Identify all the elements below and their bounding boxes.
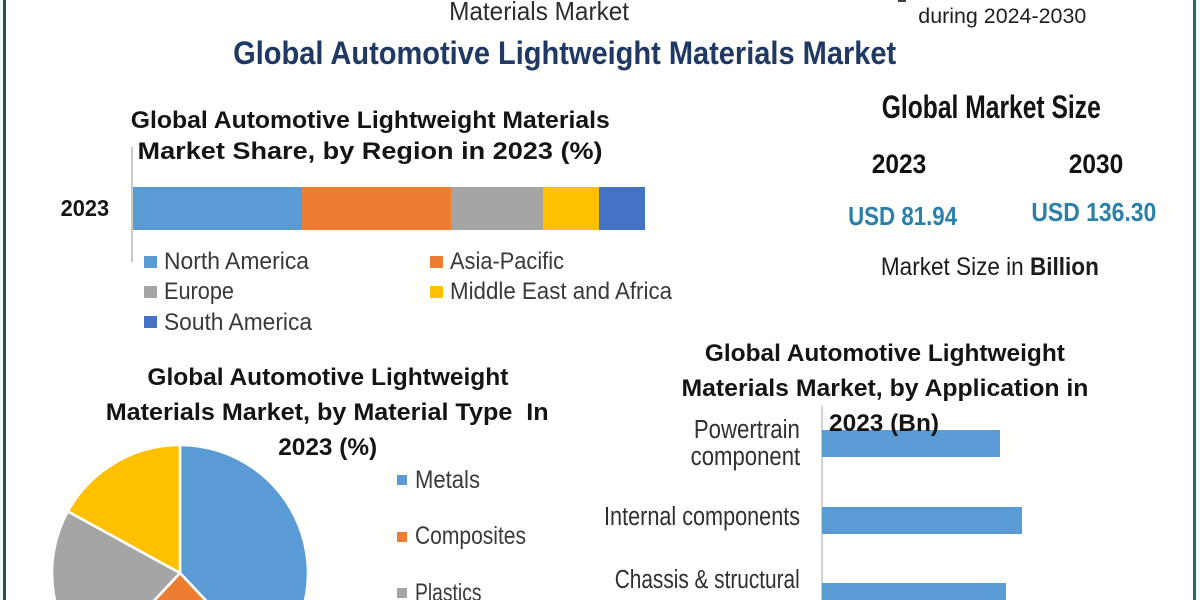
frame-left-border xyxy=(2,0,6,600)
legend-swatch xyxy=(396,588,407,598)
pie-slice xyxy=(178,443,310,600)
application-category-label: Powertrain component xyxy=(690,415,800,472)
legend-item: Asia-Pacific xyxy=(430,249,688,274)
region-chart-legend: North America Asia-Pacific Europe Middle Ea… xyxy=(144,249,688,335)
material-pie xyxy=(50,443,310,600)
legend-swatch xyxy=(396,531,407,542)
region-bar-segment xyxy=(599,187,646,230)
legend-swatch xyxy=(144,316,157,329)
legend-label: North America xyxy=(163,248,309,276)
market-size-value-2023: USD 81.94 xyxy=(848,201,958,232)
material-chart-title: Global Automotive Lightweight Materials M… xyxy=(106,364,549,462)
region-bar-segment xyxy=(132,187,302,230)
region-bar-segment xyxy=(450,187,543,230)
legend-item: Metals xyxy=(396,465,547,494)
region-axis-label-2023: 2023 xyxy=(60,194,109,221)
market-size-year-2023: 2023 xyxy=(872,149,927,180)
legend-item: Plastics xyxy=(396,578,547,600)
region-bar-segment xyxy=(542,187,600,230)
application-category-label: Internal components xyxy=(603,502,800,531)
market-size-year-2030: 2030 xyxy=(1068,149,1124,180)
frame-left-halo xyxy=(0,0,3,600)
legend-item: North America xyxy=(144,249,430,274)
cropped-text-remnant xyxy=(898,0,906,2)
application-chart-axis xyxy=(821,406,823,600)
pie-slice xyxy=(152,571,208,600)
legend-label: South America xyxy=(163,308,312,336)
legend-swatch xyxy=(396,475,407,485)
application-bar xyxy=(822,429,1000,457)
legend-swatch xyxy=(144,285,157,298)
application-bar xyxy=(822,506,1022,534)
legend-item: Europe xyxy=(144,279,430,304)
legend-label: Metals xyxy=(414,465,480,494)
legend-label: Asia-Pacific xyxy=(449,248,564,276)
frame-right-halo xyxy=(1195,0,1200,600)
application-category-label: Chassis & structural xyxy=(614,566,800,594)
market-size-footnote: Market Size in Billion xyxy=(880,253,1099,281)
legend-item: Composites xyxy=(396,522,547,550)
pie-slice xyxy=(66,443,182,575)
legend-swatch xyxy=(430,255,443,268)
legend-label: Plastics xyxy=(414,578,482,600)
market-size-title: Global Market Size xyxy=(881,89,1101,125)
page-title: Global Automotive Lightweight Materials … xyxy=(233,35,897,71)
region-chart-title: Global Automotive Lightweight Materials M… xyxy=(130,107,611,166)
legend-label: Composites xyxy=(414,522,526,550)
legend-label: Europe xyxy=(163,278,234,306)
market-size-value-2030: USD 136.30 xyxy=(1031,197,1156,228)
legend-label: Middle East and Africa xyxy=(449,278,672,306)
application-chart-title: Global Automotive Lightweight Materials M… xyxy=(681,340,1088,438)
region-bar-segment xyxy=(301,187,451,230)
legend-swatch xyxy=(144,255,157,268)
legend-swatch xyxy=(430,285,443,298)
region-stacked-bar xyxy=(132,187,646,230)
application-bar xyxy=(822,582,1006,600)
material-chart-legend: Metals Composites Plastics xyxy=(396,465,547,600)
legend-item: Middle East and Africa xyxy=(430,279,688,304)
frame-right-border xyxy=(1192,0,1196,600)
legend-item: South America xyxy=(144,310,430,335)
region-chart-axis xyxy=(131,147,133,262)
pie-slice xyxy=(50,510,182,600)
header-period-line: during 2024-2030 xyxy=(917,3,1087,28)
header-cropped-line: Materials Market xyxy=(449,0,629,26)
